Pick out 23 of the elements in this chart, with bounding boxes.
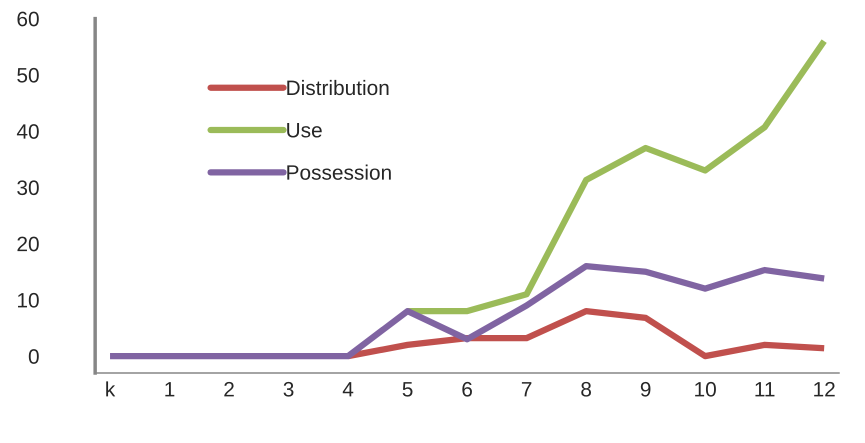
y-tick-label: 20 — [17, 236, 39, 252]
legend-label: Possession — [287, 164, 391, 180]
legend-label: Use — [287, 122, 322, 138]
x-tick-label: 7 — [522, 382, 532, 396]
y-tick-label: 40 — [16, 124, 39, 139]
x-tick-label: 9 — [640, 382, 650, 397]
x-tick-label: 8 — [581, 382, 592, 397]
x-tick-label: 11 — [755, 382, 774, 396]
x-tick-label: 12 — [814, 382, 835, 396]
x-tick-label: 1 — [165, 382, 174, 396]
y-tick-label: 50 — [17, 68, 39, 83]
x-tick-label: k — [106, 381, 116, 396]
y-tick-label: 30 — [17, 180, 39, 196]
x-tick-label: 2 — [224, 382, 234, 396]
x-tick-label: 6 — [462, 382, 472, 397]
x-tick-label: 3 — [284, 382, 294, 397]
x-tick-label: 5 — [402, 382, 413, 397]
x-tick-label: 10 — [695, 382, 716, 397]
legend-label: Distribution — [287, 80, 388, 96]
y-tick-label: 60 — [17, 12, 39, 26]
y-tick-label: 10 — [18, 292, 39, 308]
x-tick-label: 4 — [342, 382, 354, 396]
y-tick-label: 0 — [28, 349, 39, 364]
